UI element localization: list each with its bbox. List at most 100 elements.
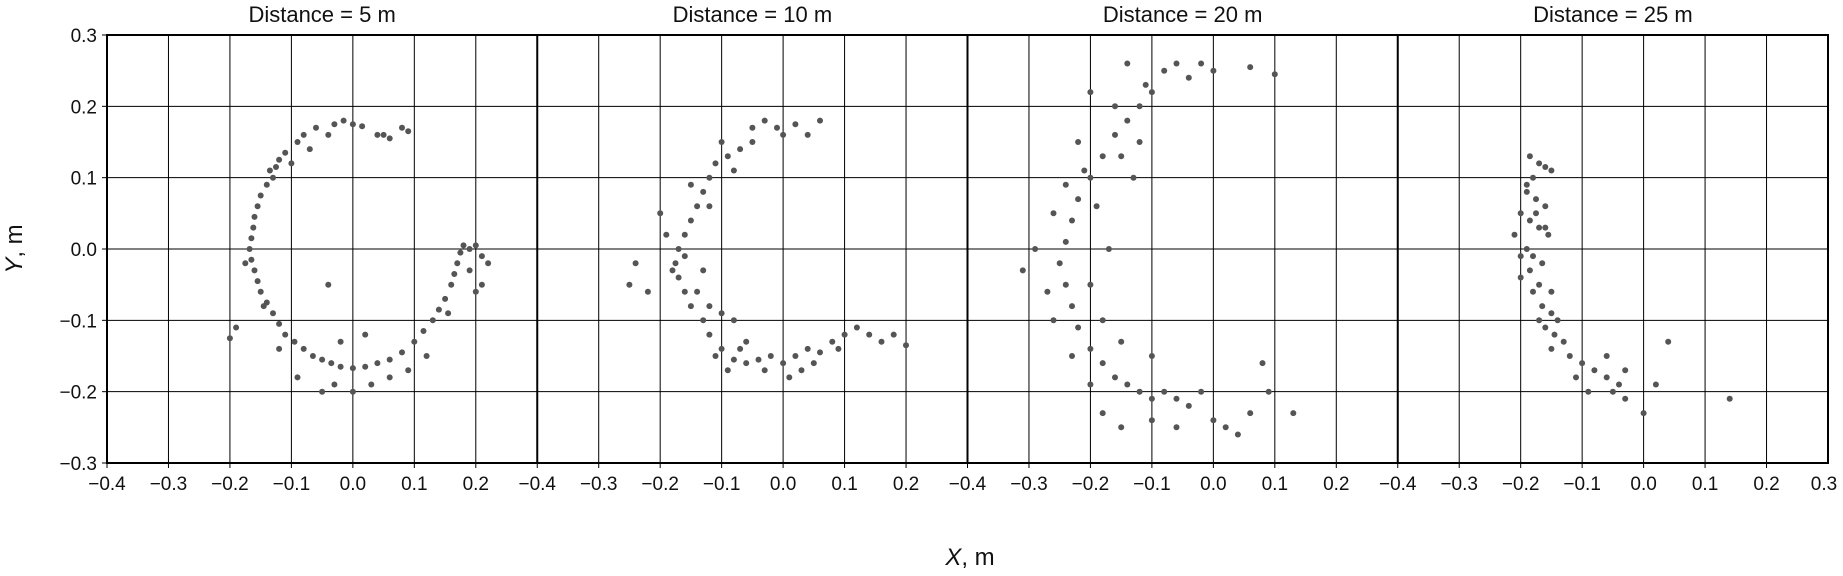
data-point [718, 139, 725, 145]
data-point [1517, 274, 1524, 281]
data-point [718, 345, 725, 352]
data-point [798, 367, 805, 374]
data-point [1210, 417, 1217, 424]
data-point [1099, 317, 1106, 324]
data-point [1259, 360, 1266, 367]
data-point [706, 174, 713, 181]
data-point [706, 303, 713, 310]
data-point [1603, 353, 1610, 359]
data-point [1062, 181, 1069, 188]
data-point [1087, 281, 1094, 288]
data-point [681, 231, 688, 238]
x-axis-title-unit: , m [961, 544, 994, 571]
data-point [749, 139, 756, 145]
data-point [1069, 353, 1075, 359]
y-tick-label: 0.3 [71, 26, 97, 47]
panel-title: Distance = 5 m [248, 2, 395, 27]
data-point [254, 278, 261, 285]
data-point [1533, 210, 1539, 217]
data-point [804, 131, 811, 138]
data-point [270, 310, 276, 317]
data-point [405, 367, 412, 374]
data-point [1173, 395, 1180, 402]
x-tick-label: 0.2 [1323, 474, 1349, 495]
data-point [1142, 81, 1149, 88]
plot-frame [106, 34, 1829, 464]
data-point [1075, 324, 1082, 331]
data-point [1523, 188, 1530, 195]
data-point [226, 335, 233, 342]
data-point [325, 131, 332, 138]
data-point [266, 167, 273, 174]
data-point [1542, 164, 1549, 170]
data-point [319, 388, 326, 395]
data-point [1148, 353, 1155, 359]
data-point [1585, 388, 1592, 395]
data-point [712, 160, 719, 167]
data-point [246, 246, 253, 252]
data-point [694, 288, 701, 295]
data-point [835, 345, 842, 352]
data-point [380, 131, 387, 138]
data-point [780, 360, 787, 367]
data-point [1062, 238, 1069, 245]
data-point [294, 374, 301, 381]
data-point [1087, 345, 1094, 352]
data-point [866, 331, 873, 338]
data-point [451, 271, 458, 277]
data-point [1517, 210, 1524, 217]
data-point [1622, 367, 1629, 374]
data-point [718, 310, 725, 317]
data-point [1161, 388, 1168, 395]
data-point [675, 274, 682, 281]
x-tick-label: −0.4 [518, 474, 556, 495]
data-point [1548, 167, 1555, 174]
data-point [399, 124, 405, 131]
data-point [478, 253, 485, 260]
data-point [282, 331, 289, 338]
data-point [1290, 410, 1297, 417]
y-axis-title-variable: Y [1, 256, 28, 274]
data-point [853, 324, 860, 331]
data-point [700, 267, 707, 274]
data-point [730, 356, 737, 363]
data-point [368, 381, 375, 388]
data-point [724, 153, 731, 160]
data-point [248, 235, 255, 242]
data-point [435, 306, 442, 313]
data-point [1526, 217, 1533, 224]
data-point [349, 365, 356, 372]
data-point [632, 260, 639, 267]
data-point [903, 342, 909, 349]
x-tick-label: 0.3 [1811, 474, 1837, 495]
data-point [276, 345, 283, 352]
data-point [878, 338, 885, 345]
data-point [331, 381, 338, 388]
data-point [1148, 395, 1155, 402]
data-point [1173, 60, 1180, 67]
data-point [1247, 64, 1254, 71]
data-point [761, 117, 768, 124]
y-tick-label: 0.0 [71, 240, 97, 261]
data-point [251, 267, 258, 274]
data-point [1542, 224, 1549, 231]
data-point [374, 360, 381, 367]
data-point [1511, 231, 1518, 238]
data-point [273, 164, 279, 170]
data-point [804, 345, 811, 352]
data-point [1124, 60, 1131, 67]
data-point [1616, 381, 1622, 388]
data-point [817, 349, 823, 356]
data-point [466, 267, 473, 274]
data-point [472, 288, 479, 295]
data-point [1545, 231, 1552, 238]
data-point [257, 288, 264, 295]
data-point [749, 124, 756, 131]
data-point [1118, 424, 1125, 431]
data-point [1640, 410, 1647, 417]
y-tick-label: 0.2 [71, 97, 97, 118]
data-point [700, 188, 707, 195]
data-point [386, 135, 393, 142]
data-point [687, 303, 694, 310]
